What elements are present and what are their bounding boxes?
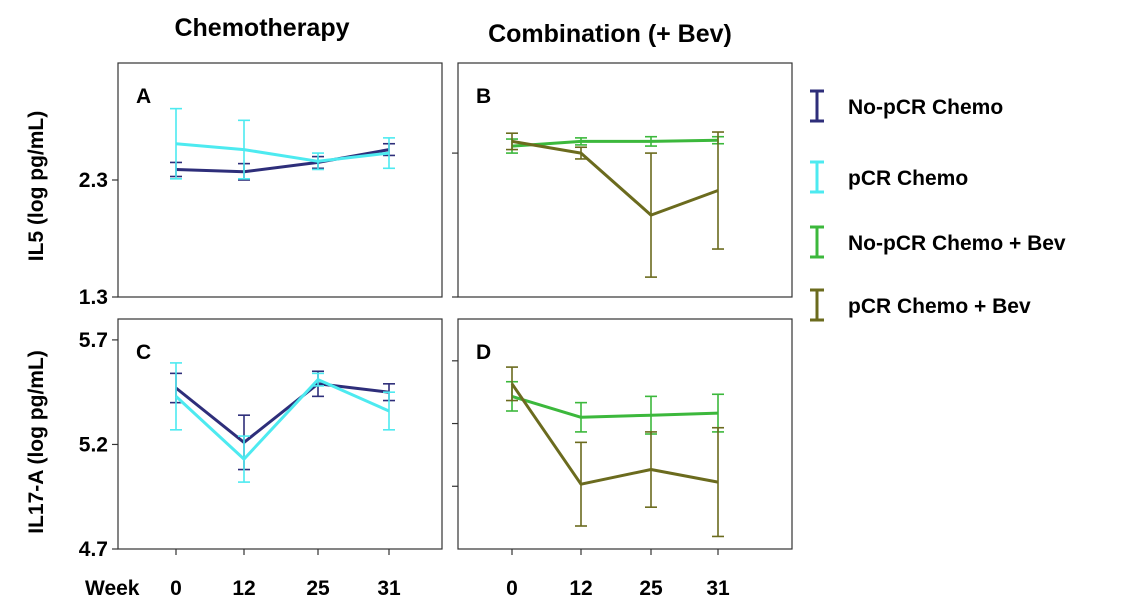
series-line (174, 378, 390, 461)
legend: No-pCR Chemo pCR Chemo No-pCR Chemo + Bev p… (810, 89, 1066, 322)
legend-label: No-pCR Chemo + Bev (848, 232, 1066, 255)
panel-B: B (452, 62, 793, 298)
legend-item-pcr_bev: pCR Chemo + Bev (810, 288, 1031, 322)
panel-frame (117, 62, 443, 298)
panel-A: 1.3 2.3 A (79, 62, 443, 309)
y-tick-label: 5.7 (79, 329, 108, 352)
y-tick-label: 4.7 (79, 538, 108, 561)
legend-item-pcr_chemo: pCR Chemo (810, 160, 968, 194)
series-line (511, 394, 719, 419)
panel-frame (457, 318, 793, 550)
x-axis-label: Week (85, 577, 140, 600)
panel-D: 0 12 25 31 D (452, 318, 793, 600)
legend-label: No-pCR Chemo (848, 96, 1003, 119)
panel-frame (117, 318, 443, 550)
y-tick-label: 2.3 (79, 169, 108, 192)
legend-item-no_pcr_bev: No-pCR Chemo + Bev (810, 225, 1066, 259)
panel-letter: B (476, 85, 491, 108)
series-line (511, 138, 719, 148)
x-tick-label: 12 (569, 577, 592, 600)
panel-C: 4.7 5.2 5.7 0 12 25 31 C (79, 318, 443, 600)
panel-letter: C (136, 341, 151, 364)
legend-item-no_pcr_chemo: No-pCR Chemo (810, 89, 1003, 123)
series-line (175, 142, 390, 163)
legend-label: pCR Chemo (848, 167, 968, 190)
x-tick-label: 12 (232, 577, 255, 600)
x-tick-label: 0 (506, 577, 518, 600)
x-tick-label: 25 (639, 577, 663, 600)
x-tick-label: 31 (706, 577, 730, 600)
series-pcr_chemo (170, 362, 395, 483)
series-pcr_bev (506, 131, 724, 278)
x-tick-label: 25 (306, 577, 330, 600)
panel-letter: D (476, 341, 491, 364)
x-tick-label: 0 (170, 577, 182, 600)
series-line (511, 139, 719, 217)
y-tick-label: 5.2 (79, 433, 108, 456)
y-tick-label: 1.3 (79, 286, 108, 309)
series-line (510, 382, 719, 486)
series-pcr_bev (506, 366, 724, 538)
panel-frame (457, 62, 793, 298)
y-axis-label-il17a: IL17-A (log pg/mL) (25, 350, 48, 534)
series-pcr_chemo (170, 107, 395, 180)
series-line (175, 382, 390, 444)
legend-label: pCR Chemo + Bev (848, 295, 1031, 318)
panel-letter: A (136, 85, 151, 108)
y-axis-label-il5: IL5 (log pg/mL) (25, 111, 48, 261)
column-title-combination: Combination (+ Bev) (488, 20, 732, 48)
panels: 1.3 2.3 A B 4.7 5.2 5.7 0 12 25 31 C 0 12 25 31 D (79, 62, 793, 600)
x-tick-label: 31 (377, 577, 401, 600)
column-title-chemotherapy: Chemotherapy (174, 14, 349, 42)
